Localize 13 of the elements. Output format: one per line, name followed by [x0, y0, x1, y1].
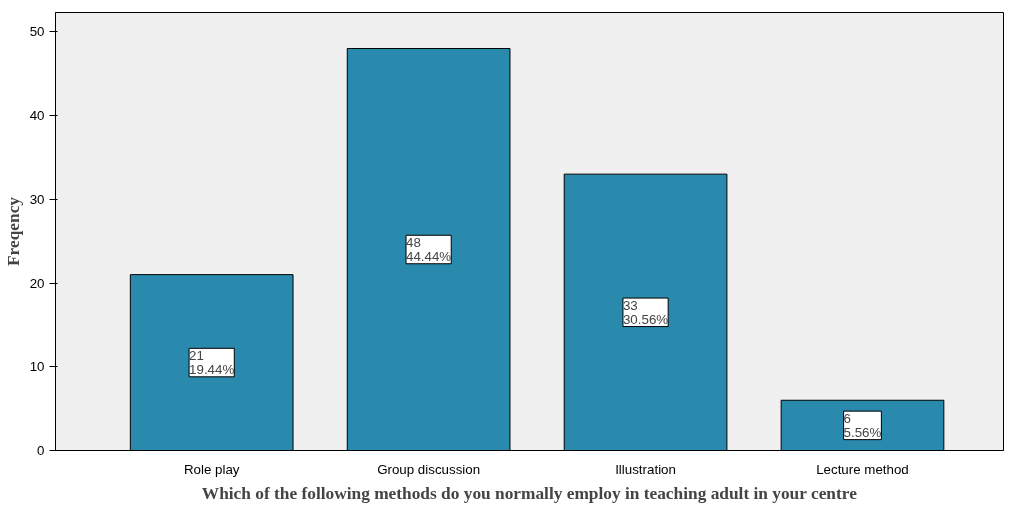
y-tick-label: 10 — [29, 359, 45, 375]
y-tick-label: 20 — [29, 275, 45, 291]
y-tick-label: 50 — [29, 24, 45, 40]
x-tick-label: Group discussion — [377, 461, 481, 477]
y-tick-label: 0 — [37, 443, 45, 458]
y-tick-label: 30 — [29, 191, 45, 207]
y-tick-label: 40 — [29, 108, 45, 124]
y-axis-title: Freqency — [3, 196, 23, 266]
x-tick-label: Role play — [183, 461, 240, 477]
x-tick-label: Lecture method — [816, 461, 909, 477]
data-label: 6 5.56% — [843, 411, 882, 440]
x-axis-title: Which of the following methods do you normally employ in teaching adult in your centre — [201, 483, 858, 503]
x-tick-label: Illustration — [615, 461, 676, 477]
